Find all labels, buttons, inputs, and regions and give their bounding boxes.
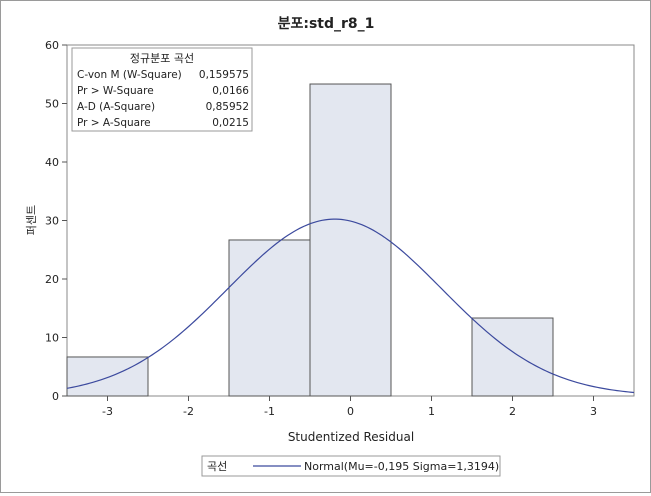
y-tick-label: 10: [45, 332, 59, 345]
histogram-bar: [66, 356, 149, 397]
x-tick-label: 3: [590, 405, 597, 418]
y-tick-label: 50: [45, 98, 59, 111]
stats-rows: C-von M (W-Square) 0,159575 Pr > W-Square 0…: [77, 69, 249, 129]
legend-entry: Normal(Mu=-0,195 Sigma=1,3194): [304, 460, 499, 473]
y-tick-label: 20: [45, 273, 59, 286]
y-tick-label: 40: [45, 156, 59, 169]
x-tick-label: -2: [183, 405, 194, 418]
bars-layer: [66, 83, 554, 397]
normal-curve: [66, 218, 635, 394]
chart-title: 분포:std_r8_1: [278, 16, 375, 32]
legend-title: 곡선: [207, 460, 227, 473]
x-axis-label: Studentized Residual: [288, 430, 414, 444]
stats-row-label: A-D (A-Square): [77, 101, 155, 113]
histogram-bar: [228, 239, 311, 397]
stats-row-value: 0,159575: [199, 69, 249, 81]
stats-row-label: C-von M (W-Square): [77, 69, 182, 81]
stats-row-value: 0,85952: [206, 101, 249, 113]
stats-row-label: Pr > A-Square: [77, 117, 151, 129]
histogram-bar: [309, 83, 392, 397]
x-axis: -3 -2 -1 0 1 2 3: [102, 396, 597, 418]
y-axis-label: 퍼센트: [25, 205, 38, 235]
x-tick-label: -1: [264, 405, 275, 418]
stats-row-value: 0,0166: [212, 85, 249, 97]
legend: 곡선 Normal(Mu=-0,195 Sigma=1,3194): [201, 455, 501, 477]
y-axis: 0 10 20 30 40 50 60: [45, 39, 67, 403]
stats-table-title: 정규분포 곡선: [130, 52, 194, 65]
x-tick-label: 0: [347, 405, 354, 418]
stats-table: 정규분포 곡선: [71, 47, 253, 132]
x-tick-label: 2: [509, 405, 516, 418]
x-tick-label: -3: [102, 405, 113, 418]
x-tick-label: 1: [428, 405, 435, 418]
y-tick-label: 30: [45, 215, 59, 228]
stats-row-label: Pr > W-Square: [77, 85, 154, 97]
y-tick-label: 0: [52, 390, 59, 403]
y-tick-label: 60: [45, 39, 59, 52]
stats-row-value: 0,0215: [212, 117, 249, 129]
